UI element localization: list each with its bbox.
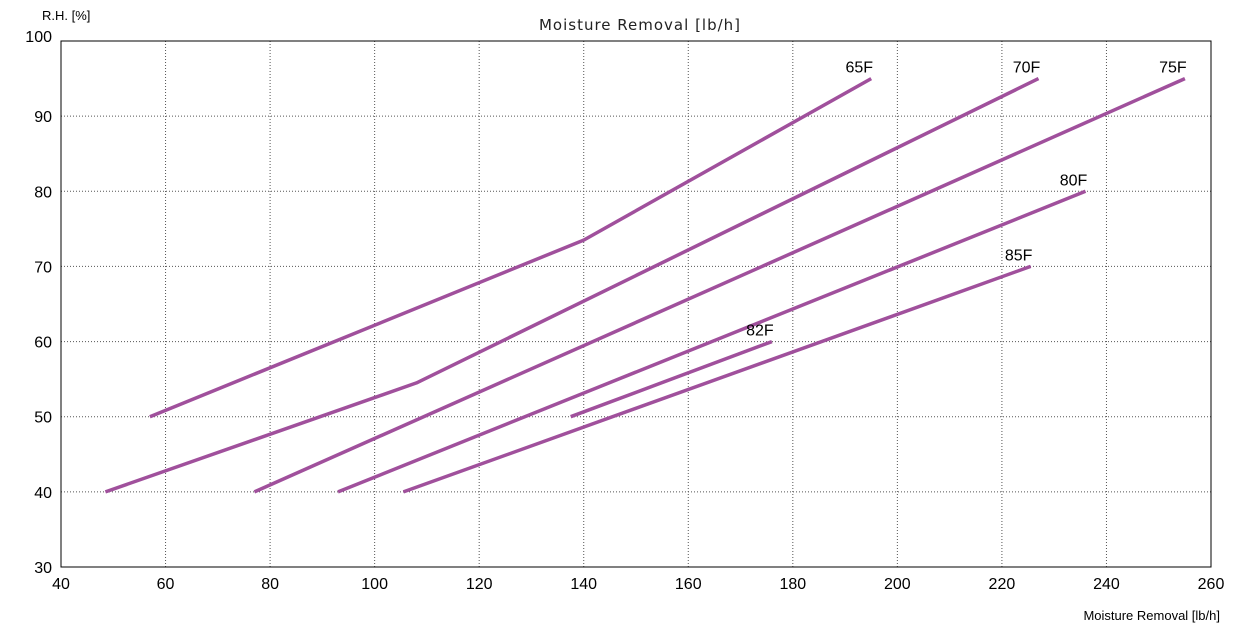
series-label-75f: 75F xyxy=(1159,60,1187,77)
series-label-85f: 85F xyxy=(1005,247,1033,264)
plot-frame xyxy=(60,40,1212,568)
series-label-70f: 70F xyxy=(1013,60,1041,77)
x-tick-label: 120 xyxy=(466,576,493,593)
series-label-82f: 82F xyxy=(746,323,774,340)
series-label-80f: 80F xyxy=(1060,172,1088,189)
series-line-82f xyxy=(570,339,773,419)
x-tick-label: 80 xyxy=(261,576,279,593)
x-tick-label: 40 xyxy=(52,576,70,593)
x-tick-label: 140 xyxy=(570,576,597,593)
x-tick-label: 200 xyxy=(884,576,911,593)
x-tick-label: 240 xyxy=(1093,576,1120,593)
y-tick-label: 30 xyxy=(34,560,52,577)
x-tick-label: 220 xyxy=(989,576,1016,593)
y-tick-label: 70 xyxy=(34,259,52,276)
y-tick-label: 80 xyxy=(34,184,52,201)
y-tick-label: 100 xyxy=(25,29,52,46)
series-line-70f xyxy=(104,77,1040,494)
x-tick-label: 180 xyxy=(779,576,806,593)
x-tick-label: 160 xyxy=(675,576,702,593)
series-line-75f xyxy=(253,77,1186,494)
x-tick-label: 260 xyxy=(1198,576,1225,593)
plot-area xyxy=(61,41,1211,567)
y-tick-label: 40 xyxy=(34,485,52,502)
tick-label-layer: 40 60 80 100 120 140 160 180 200 220 240 2603040506… xyxy=(25,29,1224,593)
y-tick-label: 60 xyxy=(34,335,52,352)
y-tick-label: 50 xyxy=(34,410,52,427)
series-line-65f xyxy=(149,77,873,419)
series-line-80f xyxy=(337,189,1087,494)
y-tick-label: 90 xyxy=(34,109,52,126)
series-line-85f xyxy=(402,264,1032,494)
grid-lines xyxy=(61,41,1211,567)
chart-title: Moisture Removal [lb/h] xyxy=(539,16,741,34)
series-label-65f: 65F xyxy=(845,60,873,77)
x-axis-title: Moisture Removal [lb/h] xyxy=(1083,608,1220,623)
series-layer xyxy=(104,77,1186,494)
y-axis-title: R.H. [%] xyxy=(42,8,90,23)
series-label-layer: 65F 70F 75F 80F 82F 85F xyxy=(746,60,1187,340)
x-tick-label: 60 xyxy=(157,576,175,593)
x-tick-label: 100 xyxy=(361,576,388,593)
